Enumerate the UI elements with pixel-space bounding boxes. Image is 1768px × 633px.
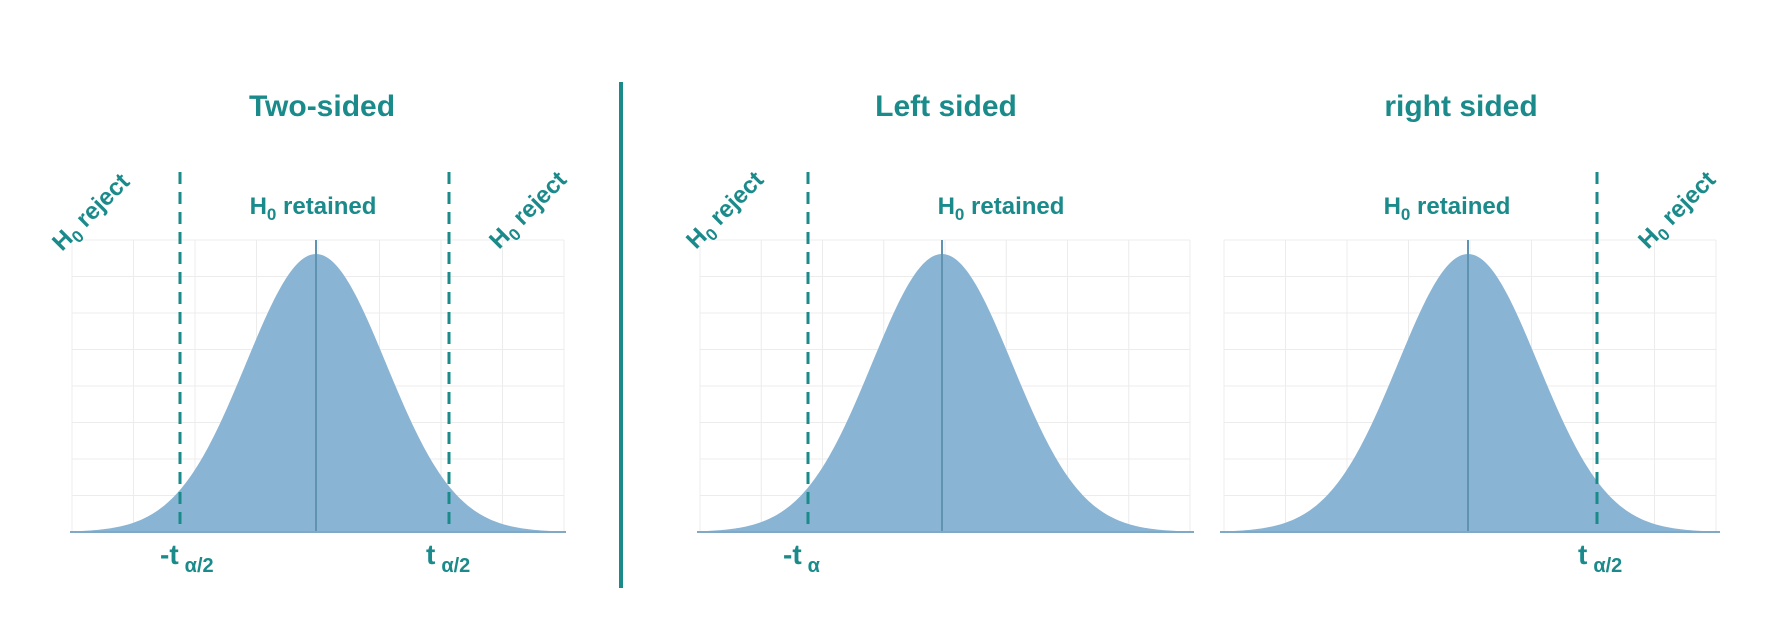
retained-label: H0 retained [938, 193, 1065, 224]
panel-right-sided: right sided H0 retained H0 reject t α/2 [1220, 90, 1724, 577]
density-curve [1220, 254, 1720, 532]
panel-left-sided: Left sided H0 retained H0 reject -t α [681, 90, 1194, 577]
density-curve [70, 254, 566, 532]
density-curve [697, 254, 1194, 532]
right-critical-label: t α/2 [1578, 539, 1622, 577]
panel-title: Left sided [875, 90, 1017, 123]
retained-label: H0 retained [250, 193, 377, 224]
left-reject-label: H0 reject [681, 166, 772, 257]
left-critical-label: -t α [783, 539, 821, 577]
right-critical-label: t α/2 [426, 539, 470, 577]
retained-label: H0 retained [1384, 193, 1511, 224]
panel-title: Two-sided [249, 90, 395, 123]
right-reject-label: H0 reject [1633, 166, 1724, 257]
right-reject-label: H0 reject [484, 166, 575, 257]
left-reject-label: H0 reject [47, 168, 138, 259]
left-critical-label: -t α/2 [160, 539, 214, 577]
panel-two-sided: Two-sided H0 retained H0 reject H0 rejec… [47, 90, 575, 577]
panel-title: right sided [1384, 90, 1537, 123]
